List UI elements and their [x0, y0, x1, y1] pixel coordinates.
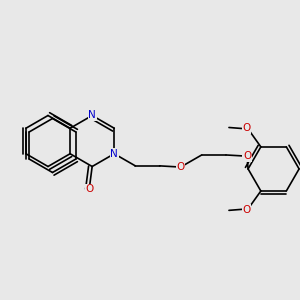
Text: O: O	[176, 162, 185, 172]
Text: O: O	[242, 123, 251, 133]
Text: N: N	[110, 149, 118, 159]
Text: O: O	[242, 205, 251, 215]
Text: O: O	[243, 151, 251, 161]
Text: N: N	[88, 110, 96, 121]
Text: O: O	[85, 184, 93, 194]
